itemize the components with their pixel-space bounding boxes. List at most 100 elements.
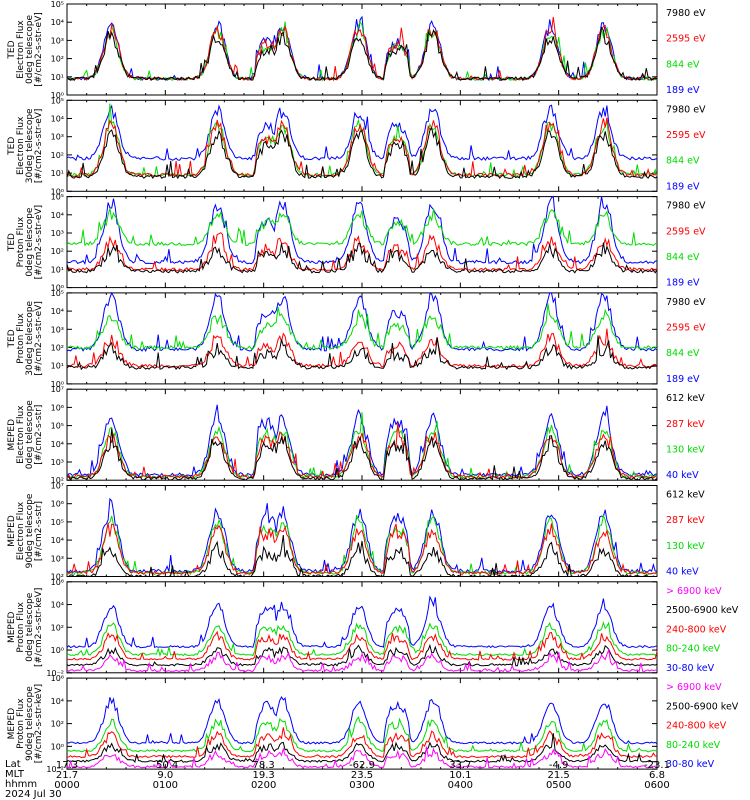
series-7980-ev <box>66 242 658 274</box>
series-7980-ev <box>66 335 658 371</box>
hhmm-label: hhmm <box>5 779 38 790</box>
y-tick-label: 10² <box>51 344 64 353</box>
y-tick-label: 10⁰ <box>51 646 64 655</box>
legend-entry: 130 keV <box>666 541 705 552</box>
y-axis-label: TED <box>7 40 17 59</box>
legend-entry: 287 keV <box>666 515 705 526</box>
y-tick-label: 10⁴ <box>51 18 64 27</box>
y-axis-label: Electron Flux <box>16 116 26 175</box>
mlt-value: 19.3 <box>253 770 275 781</box>
y-axis-label: TED <box>7 233 17 252</box>
y-tick-label: 10⁶ <box>51 500 64 509</box>
lat-value: -23.1 <box>644 760 670 771</box>
y-axis-label: [#/cm2-s-str-keV] <box>34 684 44 763</box>
time-tick-label: 0000 <box>54 780 79 791</box>
y-tick-label: 10⁵ <box>51 96 64 105</box>
series-40-kev <box>66 497 658 575</box>
legend-entry: 844 eV <box>666 59 700 70</box>
legend-entry: 2595 eV <box>666 34 706 45</box>
mlt-label: MLT <box>5 769 24 780</box>
y-tick-label: 10⁶ <box>51 578 64 587</box>
y-tick-label: 10⁵ <box>51 0 64 9</box>
legend-entry: 612 keV <box>666 393 705 404</box>
series-30-80-kev <box>66 695 658 745</box>
series-240-800-kev <box>66 630 658 661</box>
y-tick-label: 10⁷ <box>51 482 64 491</box>
lat-value: 17.3 <box>56 760 78 771</box>
legend-entry: 7980 eV <box>666 201 706 212</box>
y-tick-label: 10³ <box>51 36 64 45</box>
panel-5: 10² 10³ 10⁴ 10⁵ 10⁶ 10⁷ MEPED Electron Flux 0deg… <box>7 385 705 485</box>
time-tick-label: 0500 <box>546 780 571 791</box>
series-80-240-kev <box>66 716 658 753</box>
series-844-ev <box>66 303 658 351</box>
y-axis-label: Electron Flux <box>16 20 26 79</box>
series-80-240-kev <box>66 620 658 658</box>
y-tick-label: 10⁴ <box>51 211 64 220</box>
y-axis-label: [#/cm2-s-str-eV] <box>34 205 44 280</box>
y-axis-label: Electron Flux <box>16 501 26 560</box>
panel-1: 10⁰ 10¹ 10² 10³ 10⁴ 10⁵ TED Electron Flux 0deg t… <box>7 0 706 100</box>
y-tick-label: 10⁵ <box>51 422 64 431</box>
y-tick-label: 10⁻² <box>46 765 64 774</box>
legend-entry: 612 keV <box>666 490 705 501</box>
y-tick-label: 10² <box>51 573 64 582</box>
legend-entry: > 6900 keV <box>666 586 722 597</box>
mlt-value: 21.7 <box>56 770 78 781</box>
mlt-value: 6.8 <box>649 770 665 781</box>
y-tick-label: 10⁰ <box>51 380 64 389</box>
y-tick-label: 10⁰ <box>51 91 64 100</box>
y-tick-label: 10⁵ <box>51 193 64 202</box>
legend-entry: 287 keV <box>666 419 705 430</box>
legend-entry: 2595 eV <box>666 226 706 237</box>
y-tick-label: 10⁰ <box>51 742 64 751</box>
series-30-80-kev <box>66 595 658 649</box>
time-tick-label: 0400 <box>448 780 473 791</box>
series-189-ev <box>66 195 658 265</box>
y-tick-label: 10³ <box>51 133 64 142</box>
series-2595-ev <box>66 232 658 272</box>
y-tick-label: 10⁰ <box>51 187 64 196</box>
series--6900-kev <box>66 746 658 769</box>
legend-entry: 844 eV <box>666 252 700 263</box>
y-axis-label: [#/cm2-s-str-eV] <box>34 109 44 184</box>
legend-entry: 189 eV <box>666 374 700 385</box>
legend-entry: 40 keV <box>666 470 699 481</box>
y-axis-label: MEPED <box>7 419 17 451</box>
series-2595-ev <box>66 117 658 178</box>
series-287-kev <box>66 423 658 480</box>
series-612-kev <box>66 428 658 481</box>
panel-frame <box>66 99 658 192</box>
panel-frame <box>66 196 658 289</box>
legend-entry: 844 eV <box>666 156 700 167</box>
mlt-value: 9.0 <box>157 770 173 781</box>
y-tick-label: 10⁴ <box>51 536 64 545</box>
y-axis-label: Proton Flux <box>16 601 26 652</box>
y-tick-label: 10² <box>51 151 64 160</box>
legend-entry: 30-80 keV <box>666 759 715 770</box>
legend-entry: 189 eV <box>666 181 700 192</box>
y-axis-label: 0deg telescope <box>25 207 35 277</box>
legend-entry: 844 eV <box>666 348 700 359</box>
panel-3: 10⁰ 10¹ 10² 10³ 10⁴ 10⁵ TED Proton Flux 0deg tel… <box>7 193 706 293</box>
y-tick-label: 10⁴ <box>51 440 64 449</box>
y-tick-label: 10¹ <box>51 265 64 274</box>
y-axis-label: TED <box>7 329 17 348</box>
y-axis-label: Proton Flux <box>16 698 26 749</box>
series-189-ev <box>66 15 658 82</box>
y-tick-label: 10⁴ <box>51 697 64 706</box>
date-label: 2024 Jul 30 <box>5 789 62 800</box>
y-tick-label: 10² <box>51 720 64 729</box>
y-axis-label: TED <box>7 137 17 156</box>
y-tick-label: 10⁶ <box>51 403 64 412</box>
lat-value: -50.4 <box>152 760 178 771</box>
series-2500-6900-kev <box>66 643 658 667</box>
lat-value: 78.3 <box>253 760 275 771</box>
panel-7: 10⁻² 10⁰ 10² 10⁴ 10⁶ MEPED Proton Flux 0deg tel… <box>7 578 739 678</box>
y-tick-label: 10¹ <box>51 169 64 178</box>
legend-entry: 2595 eV <box>666 130 706 141</box>
legend-entry: > 6900 keV <box>666 682 722 693</box>
y-axis-label: 90deg telescope <box>25 493 35 568</box>
y-tick-label: 10² <box>51 476 64 485</box>
series-7980-ev <box>66 26 658 82</box>
